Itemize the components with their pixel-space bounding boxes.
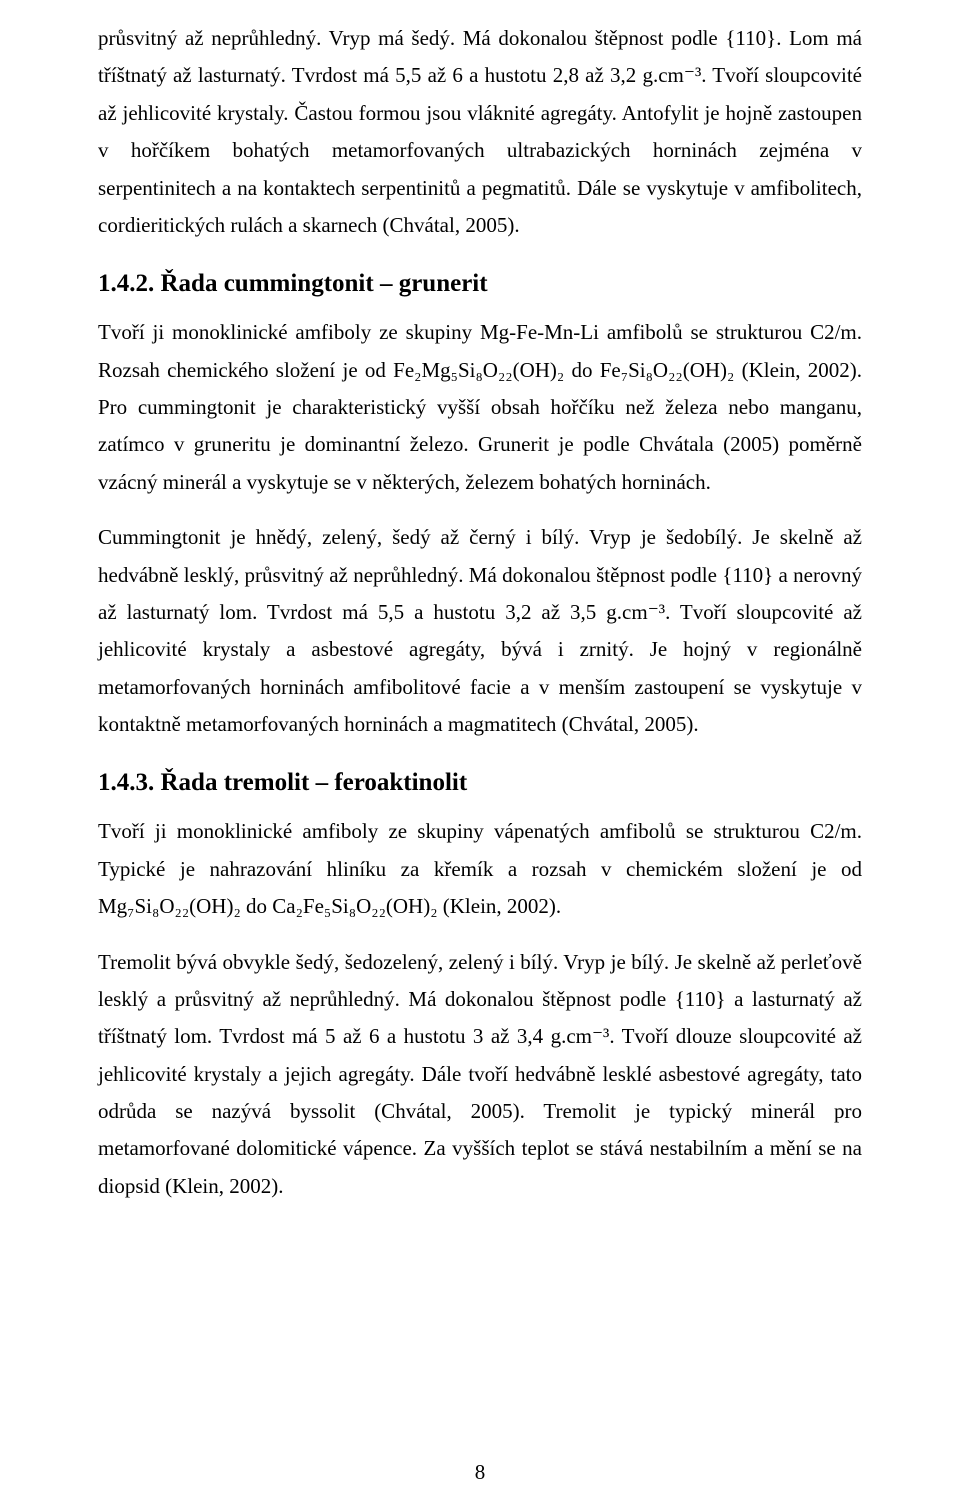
page-number: 8 xyxy=(0,1460,960,1485)
section-heading-1-4-3: 1.4.3. Řada tremolit – feroaktinolit xyxy=(98,769,862,797)
body-paragraph: Tvoří ji monoklinické amfiboly ze skupin… xyxy=(98,314,862,501)
section-heading-1-4-2: 1.4.2. Řada cummingtonit – grunerit xyxy=(98,270,862,298)
body-paragraph: Tremolit bývá obvykle šedý, šedozelený, … xyxy=(98,944,862,1206)
body-paragraph: průsvitný až neprůhledný. Vryp má šedý. … xyxy=(98,20,862,244)
body-paragraph: Tvoří ji monoklinické amfiboly ze skupin… xyxy=(98,813,862,925)
body-paragraph: Cummingtonit je hnědý, zelený, šedý až č… xyxy=(98,519,862,743)
document-page: průsvitný až neprůhledný. Vryp má šedý. … xyxy=(0,0,960,1509)
